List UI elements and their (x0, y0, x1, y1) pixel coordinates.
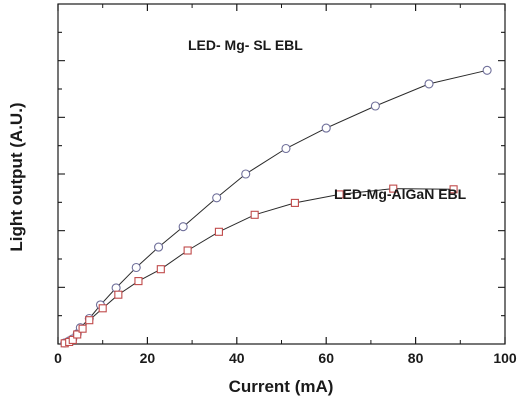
data-point-square (335, 190, 344, 199)
data-point-square (114, 290, 123, 299)
plot-frame-group (57, 3, 506, 345)
series-label-sl-ebl: LED- Mg- SL EBL (188, 37, 303, 53)
y-axis-title: Light output (A.U.) (7, 102, 26, 251)
series-line-0 (64, 69, 488, 344)
x-tick-label: 0 (54, 350, 62, 366)
data-point-circle (154, 242, 164, 252)
data-point-square (214, 227, 223, 236)
data-point-square (156, 265, 165, 274)
data-point-square (98, 304, 107, 313)
data-point-square (389, 184, 398, 193)
data-point-circle (241, 169, 251, 179)
data-point-circle (131, 262, 141, 273)
data-point-circle (281, 143, 291, 154)
data-point-circle (321, 123, 331, 133)
plot-frame (57, 3, 506, 345)
data-point-square (85, 316, 94, 325)
x-tick-label: 60 (318, 350, 334, 366)
data-point-square (250, 210, 259, 219)
series-label-algan-ebl: LED-Mg-AlGaN EBL (334, 186, 467, 202)
data-point-circle (212, 193, 222, 203)
x-axis-title: Current (mA) (229, 377, 334, 396)
ticks-group: 0 20 40 60 80 100 (54, 4, 517, 366)
data-point-circle (178, 222, 188, 232)
data-point-circle (424, 79, 434, 89)
data-point-square (68, 335, 77, 344)
data-point-circle (482, 65, 492, 75)
x-tick-label: 40 (229, 350, 245, 366)
x-tick-label: 20 (140, 350, 156, 366)
series-line-1 (64, 188, 454, 344)
x-tick-label: 100 (493, 350, 517, 366)
data-point-square (183, 246, 192, 255)
labels-group: Current (mA) Light output (A.U.) LED- Mg… (7, 37, 467, 396)
data-point-square (73, 330, 82, 339)
x-tick-label: 80 (408, 350, 424, 366)
data-point-square (78, 324, 87, 333)
data-point-square (290, 198, 299, 207)
data-point-circle (370, 101, 380, 111)
series-group (60, 65, 492, 348)
data-point-square (449, 185, 458, 194)
data-point-square (134, 277, 143, 286)
